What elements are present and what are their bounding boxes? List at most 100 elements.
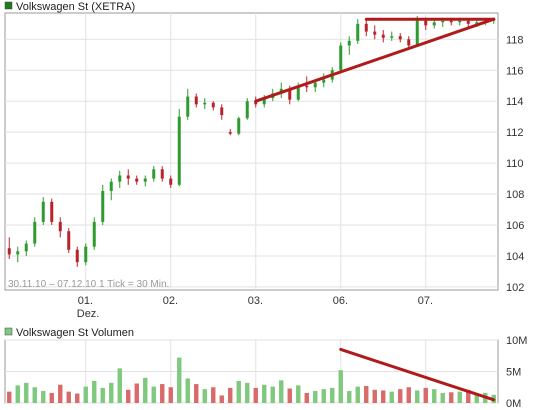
price-x-tick-label: 02.	[163, 295, 178, 307]
volume-bar	[457, 391, 462, 403]
volume-bar	[15, 385, 20, 403]
price-panel: Volkswagen St (XETRA) 102 104 106 108 110 112…	[4, 1, 524, 320]
volume-bar	[49, 392, 54, 403]
volume-bar	[355, 386, 360, 403]
candle	[126, 169, 130, 185]
volume-bar	[219, 395, 224, 403]
price-y-tick-label: 118	[506, 34, 524, 46]
volume-bar	[211, 387, 216, 403]
candle-body	[356, 23, 360, 41]
candle-body	[339, 45, 343, 71]
price-grid	[5, 13, 498, 290]
candle	[373, 25, 377, 40]
candle-body	[160, 169, 164, 179]
volume-bar	[279, 380, 284, 403]
price-y-tick-label: 116	[506, 65, 524, 77]
candle	[237, 116, 241, 136]
candle	[160, 166, 164, 182]
volume-bar	[75, 393, 80, 403]
candle-body	[50, 201, 54, 222]
volume-bar	[185, 378, 190, 403]
price-x-axis: 01.Dez. 02. 03. 06. 07.	[77, 295, 433, 320]
candle-body	[169, 178, 173, 185]
candle-body	[296, 85, 300, 100]
volume-bar	[168, 387, 173, 403]
candle	[322, 73, 326, 88]
candle-body	[381, 34, 385, 38]
candle	[356, 19, 360, 44]
candle-body	[254, 101, 258, 105]
volume-bar	[313, 391, 318, 403]
volume-bar	[41, 391, 46, 403]
candle-body	[33, 221, 37, 244]
price-y-tick-label: 112	[506, 127, 524, 139]
volume-bar	[126, 389, 131, 403]
candle-body	[262, 98, 266, 105]
candle-body	[58, 221, 62, 232]
volume-bar	[338, 370, 343, 403]
candle-body	[228, 132, 232, 134]
volume-bar	[202, 389, 207, 403]
price-legend-label: Volkswagen St (XETRA)	[16, 1, 135, 13]
price-y-tick-label: 104	[506, 251, 524, 263]
price-legend-swatch	[4, 1, 13, 10]
candle	[33, 217, 37, 247]
volume-bar	[474, 393, 479, 403]
candle	[118, 170, 122, 188]
volume-bar	[245, 382, 250, 403]
candle-body	[126, 175, 130, 179]
candle-body	[441, 20, 445, 23]
volume-bar	[7, 391, 12, 403]
price-y-tick-label: 114	[506, 96, 524, 108]
price-y-tick-label: 108	[506, 189, 524, 201]
candle	[364, 19, 368, 37]
candle	[92, 217, 96, 250]
price-y-tick-label: 110	[506, 158, 524, 170]
candle	[203, 98, 207, 109]
candle-body	[364, 23, 368, 32]
volume-bar	[415, 390, 420, 403]
volume-bar	[423, 387, 428, 403]
candle-body	[322, 79, 326, 83]
candle	[228, 129, 232, 136]
candle	[211, 101, 215, 111]
volume-bar	[236, 380, 241, 403]
volume-trendline	[339, 347, 496, 402]
candle	[24, 240, 28, 256]
candle-body	[118, 175, 122, 182]
candle-body	[245, 101, 249, 119]
candle-body	[373, 31, 377, 35]
volume-bar	[83, 386, 88, 403]
candle	[67, 228, 71, 253]
candle	[194, 93, 198, 108]
volume-bar	[372, 389, 377, 403]
candle-body	[211, 102, 215, 108]
candle-body	[475, 22, 479, 24]
volume-bar	[449, 392, 454, 403]
volume-y-tick-label: 0M	[506, 398, 521, 410]
candle-body	[41, 201, 45, 222]
candle-body	[186, 96, 190, 117]
candle	[75, 246, 79, 267]
candle-body	[407, 39, 411, 46]
volume-bar	[466, 389, 471, 403]
price-y-tick-label: 106	[506, 220, 524, 232]
candle-body	[313, 82, 317, 88]
volume-bar	[24, 382, 29, 403]
price-y-tick-label: 102	[506, 282, 524, 294]
price-trendlines	[254, 17, 496, 103]
candle-body	[203, 102, 207, 105]
candle	[390, 31, 394, 41]
candle-body	[177, 116, 181, 185]
price-trendline	[254, 17, 496, 103]
candle	[84, 243, 88, 266]
price-candles	[7, 16, 496, 267]
candle-body	[390, 36, 394, 38]
volume-bar	[406, 387, 411, 403]
price-plot-area	[4, 12, 499, 291]
volume-bar	[228, 387, 233, 403]
volume-bar	[440, 392, 445, 403]
candle	[7, 237, 11, 260]
candle-body	[398, 36, 402, 40]
